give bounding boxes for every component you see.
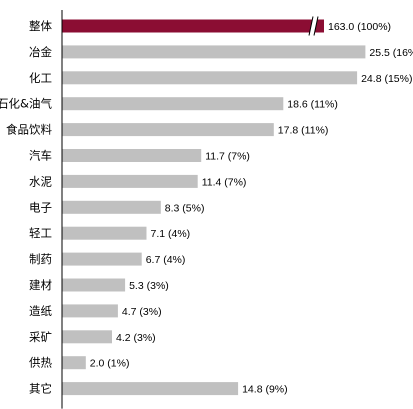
category-label: 水泥 xyxy=(29,174,52,188)
bar-4 xyxy=(62,97,284,111)
bar-10 xyxy=(62,252,142,266)
bar-1 xyxy=(62,19,324,33)
value-label: 2.0 (1%) xyxy=(90,358,130,370)
value-label: 7.1 (4%) xyxy=(151,228,191,240)
bar-14 xyxy=(62,356,86,370)
category-label: 其它 xyxy=(29,382,52,396)
value-label: 6.7 (4%) xyxy=(146,254,186,266)
category-label: 轻工 xyxy=(29,226,52,240)
bar-11 xyxy=(62,278,126,292)
category-label: 电子 xyxy=(29,200,52,214)
category-label: 采矿 xyxy=(29,330,52,344)
category-label: 食品饮料 xyxy=(6,123,52,137)
value-label: 18.6 (11%) xyxy=(287,99,338,111)
value-label: 5.3 (3%) xyxy=(129,280,169,292)
bar-3 xyxy=(62,71,358,85)
category-label: 建材 xyxy=(29,278,52,292)
category-label: 汽车 xyxy=(29,149,52,163)
value-label: 4.7 (3%) xyxy=(122,306,162,318)
value-label: 25.5 (16%) xyxy=(369,47,413,59)
bar-12 xyxy=(62,304,118,318)
bar-7 xyxy=(62,174,198,188)
category-label: 制药 xyxy=(29,252,52,266)
category-label: 石化&油气 xyxy=(0,97,52,111)
value-label: 17.8 (11%) xyxy=(278,125,329,137)
bar-6 xyxy=(62,149,202,162)
category-label: 整体 xyxy=(29,19,52,33)
category-label: 化工 xyxy=(29,71,52,85)
axis-break-marks xyxy=(308,16,319,36)
bar-9 xyxy=(62,226,147,240)
value-label: 11.7 (7%) xyxy=(205,151,250,163)
value-label: 14.8 (9%) xyxy=(242,384,288,396)
category-label: 供热 xyxy=(29,356,52,370)
bar-2 xyxy=(62,45,366,59)
bar-5 xyxy=(62,123,274,137)
bar-15 xyxy=(62,382,239,396)
value-label: 11.4 (7%) xyxy=(202,176,247,188)
value-label: 8.3 (5%) xyxy=(165,202,205,214)
value-label: 24.8 (15%) xyxy=(361,73,412,85)
category-label: 造纸 xyxy=(29,304,52,318)
value-label: 4.2 (3%) xyxy=(116,332,156,344)
bar-8 xyxy=(62,200,161,214)
bar-13 xyxy=(62,330,112,344)
category-label: 冶金 xyxy=(29,45,52,59)
value-label: 163.0 (100%) xyxy=(328,21,391,33)
